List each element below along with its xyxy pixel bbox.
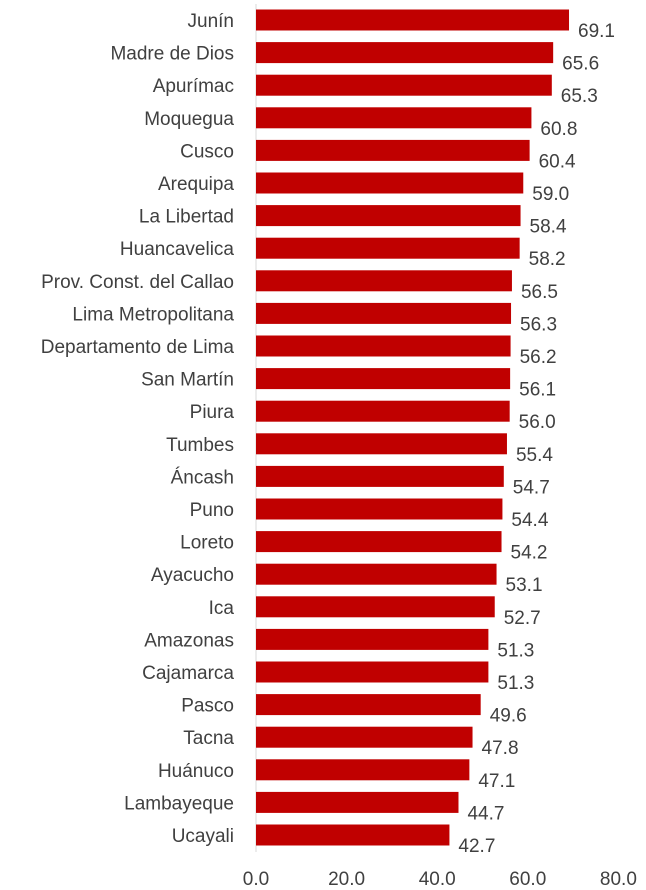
category-label: Arequipa: [158, 174, 234, 195]
value-label: 56.2: [520, 347, 557, 368]
category-label: Cusco: [180, 141, 234, 162]
category-label: San Martín: [141, 370, 234, 391]
category-label: Departamento de Lima: [41, 337, 235, 358]
value-label: 56.0: [519, 412, 556, 433]
bar-11: [256, 368, 511, 390]
bar-18: [256, 596, 495, 618]
bar-1: [256, 42, 554, 64]
category-label: Lima Metropolitana: [72, 304, 234, 325]
category-label: Pasco: [181, 696, 234, 717]
x-axis-ticks-group: 0.0 20.0 40.0 60.0 80.0: [243, 869, 637, 890]
x-tick-label: 0.0: [243, 869, 269, 890]
value-label: 58.4: [530, 217, 567, 238]
category-label: Ucayali: [172, 826, 234, 847]
value-label: 51.3: [497, 673, 534, 694]
bar-20: [256, 661, 489, 683]
category-label: Moquegua: [144, 109, 234, 130]
category-label: La Libertad: [139, 207, 234, 228]
value-label: 56.5: [521, 282, 558, 303]
category-label: Huancavelica: [120, 239, 234, 260]
x-tick-label: 80.0: [600, 869, 637, 890]
bar-5: [256, 172, 524, 194]
bar-24: [256, 791, 459, 813]
bar-8: [256, 270, 512, 292]
category-label: Junín: [188, 11, 234, 32]
value-label: 65.6: [562, 54, 599, 75]
category-label: Tumbes: [166, 435, 234, 456]
bars-group: [256, 9, 570, 846]
value-label: 65.3: [561, 86, 598, 107]
value-label: 58.2: [529, 249, 566, 270]
category-labels-group: Junín Madre de Dios Apurímac Moquegua Cusco A…: [41, 11, 235, 847]
category-label: Cajamarca: [142, 663, 234, 684]
category-label: Amazonas: [144, 630, 234, 651]
value-label: 56.3: [520, 314, 557, 335]
bar-2: [256, 74, 552, 96]
bar-22: [256, 726, 473, 748]
value-label: 53.1: [506, 575, 543, 596]
value-label: 60.8: [540, 119, 577, 140]
bar-12: [256, 400, 510, 422]
bar-6: [256, 205, 521, 227]
category-label: Áncash: [171, 467, 234, 488]
category-label: Huánuco: [158, 761, 234, 782]
value-label: 56.1: [519, 380, 556, 401]
value-label: 47.1: [478, 771, 515, 792]
bar-3: [256, 107, 532, 129]
bar-21: [256, 694, 481, 716]
bar-0: [256, 9, 570, 31]
value-label: 42.7: [458, 836, 495, 857]
value-label: 55.4: [516, 445, 553, 466]
bar-23: [256, 759, 470, 781]
category-label: Puno: [190, 500, 234, 521]
bar-13: [256, 433, 507, 455]
value-label: 59.0: [532, 184, 569, 205]
category-label: Loreto: [180, 533, 234, 554]
value-label: 52.7: [504, 608, 541, 629]
value-label: 54.7: [513, 477, 550, 498]
bar-14: [256, 465, 504, 487]
x-tick-label: 20.0: [328, 869, 365, 890]
x-tick-label: 60.0: [509, 869, 546, 890]
bar-10: [256, 335, 511, 357]
value-label: 44.7: [467, 803, 504, 824]
bar-19: [256, 628, 489, 650]
value-label: 47.8: [482, 738, 519, 759]
value-label: 54.4: [511, 510, 548, 531]
bar-4: [256, 139, 530, 161]
value-label: 69.1: [578, 21, 615, 42]
bar-9: [256, 302, 512, 324]
category-label: Piura: [190, 402, 235, 423]
bar-17: [256, 563, 497, 585]
category-label: Ayacucho: [151, 565, 234, 586]
category-label: Ica: [209, 598, 235, 619]
value-label: 51.3: [497, 640, 534, 661]
category-label: Prov. Const. del Callao: [41, 272, 234, 293]
value-labels-group: 69.1 65.6 65.3 60.8 60.4 59.0 58.4 58.2 56.5 56.3…: [458, 21, 615, 857]
bar-15: [256, 498, 503, 520]
bar-7: [256, 237, 520, 259]
bar-16: [256, 531, 502, 553]
category-label: Madre de Dios: [110, 44, 234, 65]
value-label: 49.6: [490, 706, 527, 727]
value-label: 54.2: [511, 543, 548, 564]
value-label: 60.4: [539, 151, 576, 172]
category-label: Tacna: [183, 728, 234, 749]
bar-25: [256, 824, 450, 846]
category-label: Lambayeque: [124, 793, 234, 814]
x-tick-label: 40.0: [419, 869, 456, 890]
category-label: Apurímac: [153, 76, 234, 97]
